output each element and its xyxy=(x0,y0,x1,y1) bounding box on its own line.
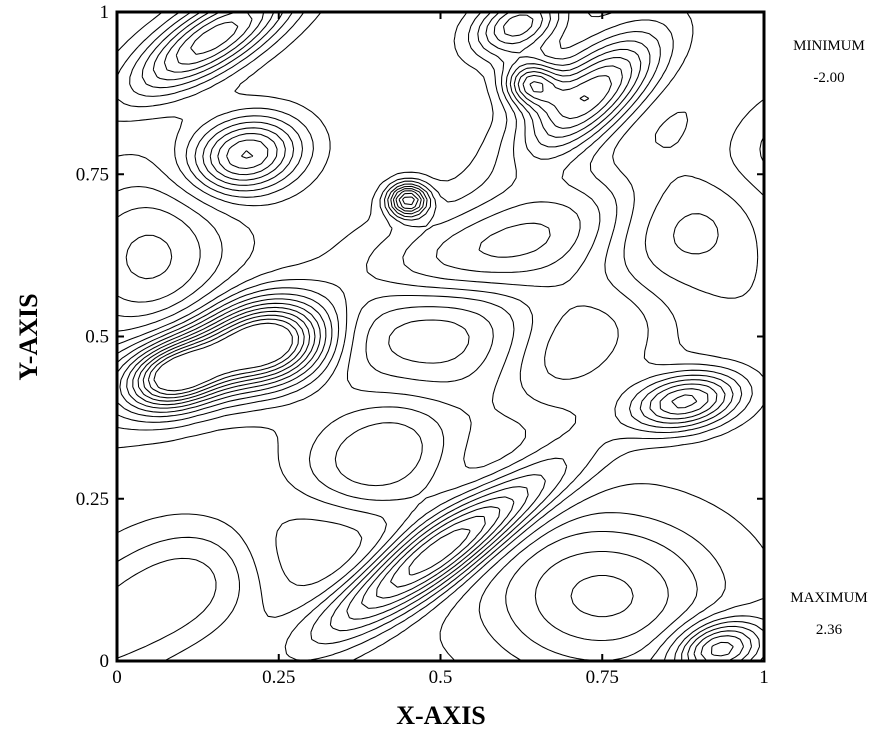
minimum-value: -2.00 xyxy=(813,70,844,86)
y-axis-title: Y-AXIS xyxy=(14,293,43,380)
y-tick-label: 1 xyxy=(100,2,110,23)
contour-level xyxy=(116,111,765,662)
contour-level xyxy=(142,81,590,576)
contour-level xyxy=(116,206,698,662)
y-tick-label: 0.5 xyxy=(85,327,109,348)
x-axis-title: X-AXIS xyxy=(396,701,486,730)
y-tick-labels: 0 0.25 0.5 0.75 1 xyxy=(76,2,109,672)
x-tick-label: 0.25 xyxy=(262,667,295,688)
y-tick-label: 0 xyxy=(100,651,110,672)
plot-frame xyxy=(115,10,766,663)
contour-level xyxy=(116,11,765,662)
maximum-value: 2.36 xyxy=(816,622,843,638)
x-tick-label: 0 xyxy=(112,667,122,688)
contour-level xyxy=(137,21,698,588)
contour-level xyxy=(153,322,293,392)
contour-level xyxy=(116,11,765,662)
y-tick-label: 0.75 xyxy=(76,164,109,185)
contour-level xyxy=(570,574,634,618)
contour-level xyxy=(132,11,709,599)
x-tick-label: 1 xyxy=(759,667,769,688)
minimum-label: MINIMUM xyxy=(793,38,865,54)
x-tick-label: 0.75 xyxy=(586,667,619,688)
contour-level xyxy=(116,11,753,662)
axis-ticks xyxy=(116,11,765,662)
contour-level xyxy=(116,11,761,662)
maximum-label: MAXIMUM xyxy=(790,590,868,606)
contour-level xyxy=(125,234,669,642)
contour-level xyxy=(147,318,300,395)
x-tick-labels: 0 0.25 0.5 0.75 1 xyxy=(112,667,769,688)
y-tick-label: 0.25 xyxy=(76,489,109,510)
contour-level xyxy=(116,185,726,662)
contour-level xyxy=(119,11,744,662)
x-tick-label: 0.5 xyxy=(429,667,453,688)
contour-lines xyxy=(116,11,765,662)
contour-level xyxy=(126,11,734,657)
